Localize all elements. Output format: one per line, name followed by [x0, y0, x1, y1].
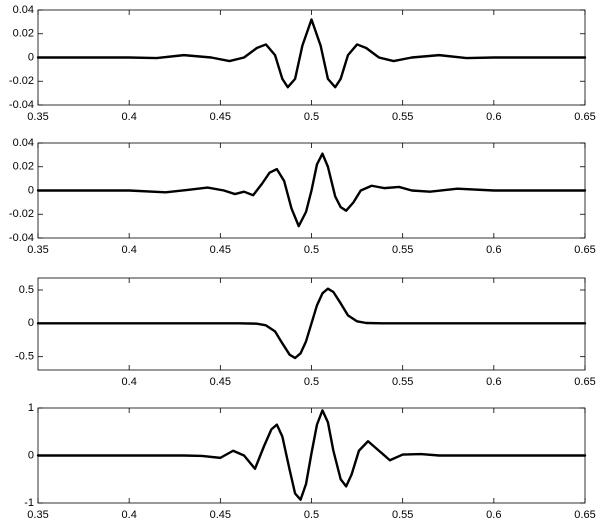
signal-line [36, 409, 587, 501]
y-tick-label: 0.5 [19, 284, 34, 296]
x-tick-label: 0.4 [122, 111, 137, 123]
x-tick-label: 0.35 [27, 111, 48, 123]
y-tick-label: 0 [28, 317, 34, 329]
y-tick-label: 0.02 [13, 161, 34, 173]
y-tick-label: -0.04 [9, 232, 34, 244]
x-tick-label: 0.45 [210, 244, 231, 256]
x-tick-label: 0.35 [27, 509, 48, 521]
x-tick-label: 0.45 [210, 376, 231, 388]
y-tick-label: -0.5 [15, 351, 34, 363]
signal-line [36, 287, 587, 360]
y-tick-label: 0 [28, 51, 34, 63]
x-tick-label: 0.6 [486, 244, 501, 256]
signal-line [36, 18, 587, 89]
x-tick-label: 0.55 [392, 376, 413, 388]
y-tick-label: -0.02 [9, 75, 34, 87]
x-tick-label: 0.5 [304, 111, 319, 123]
y-tick-label: -1 [24, 497, 34, 509]
y-tick-label: 1 [28, 402, 34, 414]
x-tick-label: 0.5 [304, 376, 319, 388]
x-tick-label: 0.45 [210, 111, 231, 123]
x-tick-label: 0.65 [574, 376, 595, 388]
x-tick-label: 0.5 [304, 509, 319, 521]
y-tick-label: 0 [28, 449, 34, 461]
x-tick-label: 0.55 [392, 111, 413, 123]
y-tick-label: 0.04 [13, 4, 34, 16]
x-tick-label: 0.65 [574, 244, 595, 256]
x-tick-label: 0.4 [122, 244, 137, 256]
x-tick-label: 0.4 [122, 509, 137, 521]
x-tick-label: 0.5 [304, 244, 319, 256]
y-tick-label: -0.04 [9, 99, 34, 111]
x-tick-label: 0.6 [486, 111, 501, 123]
y-tick-label: 0.02 [13, 28, 34, 40]
x-tick-label: 0.4 [122, 376, 137, 388]
x-tick-label: 0.6 [486, 376, 501, 388]
x-tick-label: 0.35 [27, 244, 48, 256]
x-tick-label: 0.55 [392, 244, 413, 256]
y-tick-label: 0 [28, 184, 34, 196]
x-tick-label: 0.55 [392, 509, 413, 521]
x-tick-label: 0.45 [210, 509, 231, 521]
x-tick-label: 0.65 [574, 509, 595, 521]
x-tick-label: 0.6 [486, 509, 501, 521]
y-tick-label: 0.04 [13, 137, 34, 149]
signal-line [36, 152, 587, 228]
y-tick-label: -0.02 [9, 208, 34, 220]
x-tick-label: 0.65 [574, 111, 595, 123]
